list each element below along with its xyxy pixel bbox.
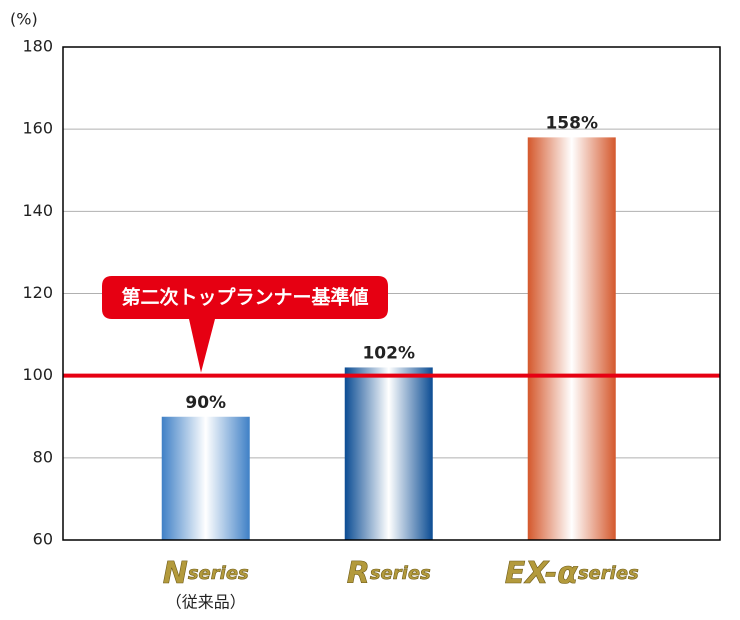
callout — [102, 276, 388, 373]
bar — [527, 137, 616, 540]
x-tick-label: EX-αseries — [505, 556, 639, 591]
plot-frame — [62, 46, 721, 541]
y-tick-label: 120 — [22, 283, 53, 302]
y-tick-label: 100 — [22, 365, 53, 384]
category-mark: N — [163, 556, 188, 591]
bar — [344, 367, 433, 540]
y-tick-label: 80 — [33, 447, 53, 466]
x-tick-label: Rseries — [347, 556, 431, 591]
category-suffix: series — [578, 563, 639, 584]
value-label: 158% — [545, 113, 598, 133]
x-tick-label: Nseries — [163, 556, 249, 591]
category-mark: R — [347, 556, 370, 591]
category-note: （従来品） — [166, 593, 246, 612]
y-tick-label: 60 — [33, 530, 53, 549]
category-mark: EX-α — [505, 556, 579, 591]
y-tick-label: 140 — [22, 201, 53, 220]
y-tick-label: 160 — [22, 119, 53, 138]
value-label: 102% — [362, 343, 415, 363]
category-suffix: series — [188, 563, 249, 584]
reference-label: 第二次トップランナー基準値 — [121, 286, 368, 309]
category-suffix: series — [370, 563, 431, 584]
y-tick-label: 180 — [22, 37, 53, 56]
y-unit: (%) — [10, 10, 38, 29]
value-label: 90% — [185, 393, 226, 413]
bar — [161, 416, 250, 540]
